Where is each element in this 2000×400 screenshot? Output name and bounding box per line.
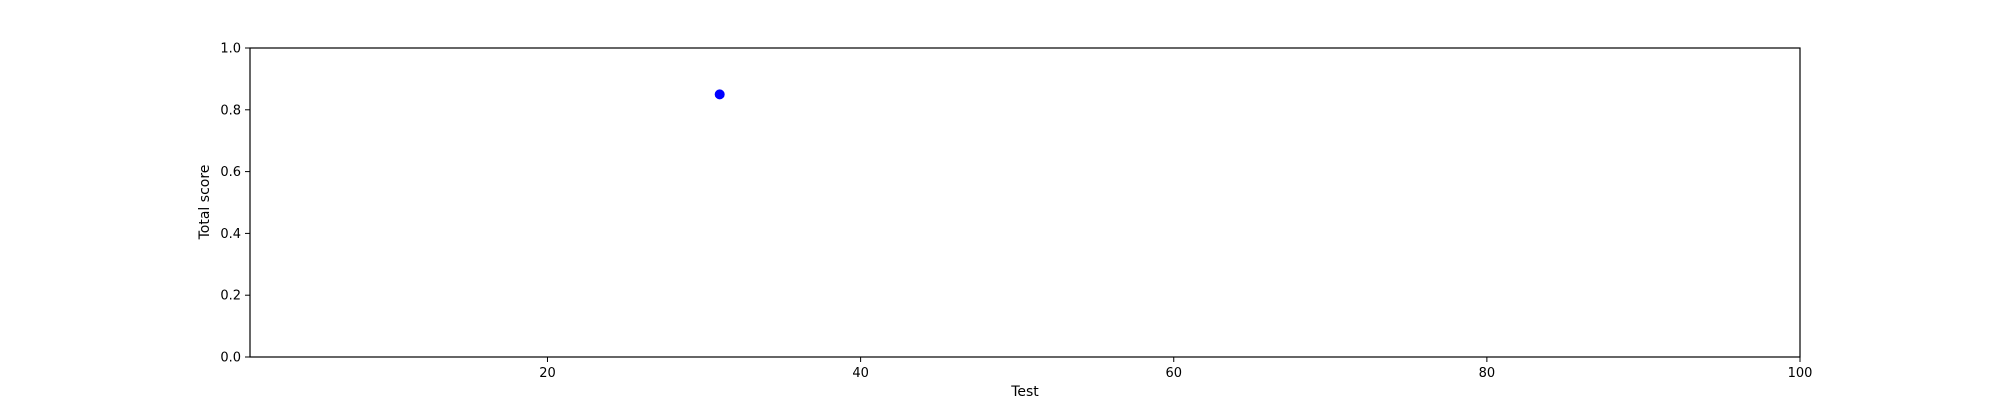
x-tick-label: 60 bbox=[1165, 366, 1182, 381]
x-tick-label: 80 bbox=[1479, 366, 1496, 381]
y-tick-label: 0.4 bbox=[220, 227, 241, 242]
plot-area-frame bbox=[249, 47, 1801, 358]
x-tick-label: 40 bbox=[852, 366, 869, 381]
y-tick-label: 0.0 bbox=[220, 351, 241, 366]
x-tick-label: 100 bbox=[1788, 366, 1813, 381]
y-axis-ticks: 0.0 0.2 0.4 0.6 0.8 1.0 bbox=[220, 42, 250, 366]
x-axis-label: Test bbox=[1010, 384, 1039, 400]
y-axis-label: Total score bbox=[197, 165, 213, 241]
y-tick-label: 1.0 bbox=[220, 42, 241, 57]
x-axis-ticks: 20 40 60 80 100 bbox=[539, 357, 1812, 381]
data-point bbox=[714, 89, 725, 100]
y-tick-label: 0.2 bbox=[220, 289, 241, 304]
y-tick-label: 0.8 bbox=[220, 103, 241, 118]
data-points bbox=[714, 89, 725, 100]
y-tick-label: 0.6 bbox=[220, 165, 241, 180]
x-tick-label: 20 bbox=[539, 366, 556, 381]
